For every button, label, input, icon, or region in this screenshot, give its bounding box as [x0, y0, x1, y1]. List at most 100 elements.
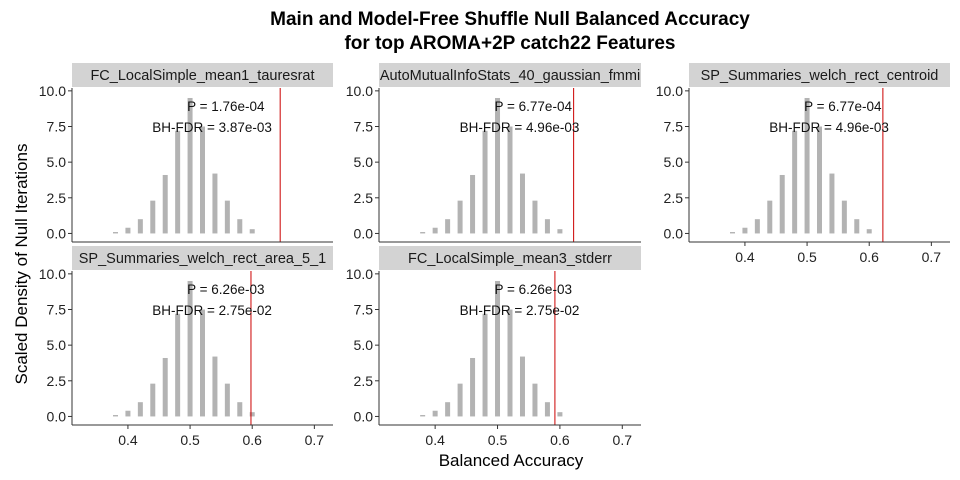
- x-tick-label: 0.4: [735, 249, 755, 265]
- histogram-bar: [730, 232, 735, 234]
- chart-title-line-1: Main and Model-Free Shuffle Null Balance…: [270, 9, 750, 30]
- histogram-bar: [237, 402, 243, 417]
- x-tick-label: 0.7: [613, 432, 633, 445]
- x-tick-label: 0.4: [118, 432, 138, 445]
- x-tick-label: 0.4: [425, 432, 445, 445]
- x-tick-label: 0.5: [797, 249, 817, 265]
- histogram-bar: [829, 173, 835, 234]
- histogram-bar: [162, 357, 168, 417]
- histogram-bar: [445, 402, 451, 417]
- histogram-bar: [532, 200, 538, 234]
- histogram-bar: [432, 227, 438, 234]
- histogram-bar: [200, 309, 205, 417]
- histogram-bar: [212, 173, 218, 234]
- histogram-bar: [470, 357, 476, 417]
- histogram-bar: [519, 173, 525, 234]
- histogram-bar: [187, 280, 193, 417]
- p-value-label: P = 6.77e-04: [804, 99, 882, 114]
- histogram-bar: [125, 227, 131, 234]
- y-tick-label: 0.0: [664, 225, 684, 241]
- y-tick-label: 0.0: [354, 408, 374, 424]
- histogram-bar: [150, 383, 156, 417]
- facet-strip-label: SP_Summaries_welch_rect_area_5_1: [79, 251, 326, 267]
- histogram-bar: [779, 174, 785, 234]
- histogram-bar: [854, 219, 860, 234]
- facet-panel-4: SP_Summaries_welch_rect_area_5_1 P = 6.26…: [39, 246, 333, 445]
- histogram-bar: [495, 97, 501, 234]
- bh-fdr-label: BH-FDR = 2.75e-02: [460, 303, 580, 318]
- x-tick-label: 0.6: [550, 432, 570, 445]
- histogram-bar: [212, 356, 218, 417]
- x-tick-label: 0.7: [922, 249, 942, 265]
- y-tick-label: 2.5: [354, 190, 374, 206]
- histogram-bar: [792, 130, 798, 234]
- histogram-bar: [557, 229, 563, 234]
- x-tick-label: 0.6: [242, 432, 262, 445]
- histogram-bar: [457, 200, 463, 234]
- histogram-bar: [804, 97, 810, 234]
- y-tick-label: 10.0: [346, 83, 373, 99]
- facet-strip: [689, 63, 950, 87]
- facet-strip: [379, 63, 641, 87]
- histogram-bar: [137, 402, 143, 417]
- histogram-bar: [507, 126, 513, 234]
- histogram-bar: [249, 229, 255, 234]
- histogram-bar: [125, 410, 131, 417]
- histogram-bar: [420, 415, 426, 417]
- y-tick-label: 5.0: [354, 154, 374, 170]
- y-tick-label: 10.0: [39, 266, 66, 282]
- y-tick-label: 5.0: [664, 154, 684, 170]
- histogram-bar: [557, 412, 563, 417]
- y-tick-label: 2.5: [47, 373, 67, 389]
- p-value-label: P = 6.26e-03: [187, 282, 264, 297]
- facet-strip: [72, 63, 333, 87]
- histogram-bar: [224, 200, 230, 234]
- histogram-bar: [482, 130, 488, 234]
- facet-strip: [379, 246, 641, 270]
- bh-fdr-label: BH-FDR = 3.87e-03: [152, 120, 272, 135]
- facet-panel-1: FC_LocalSimple_mean1_tauresrat P = 1.76e-…: [39, 63, 333, 243]
- bh-fdr-label: BH-FDR = 4.96e-03: [769, 120, 889, 135]
- y-tick-label: 2.5: [354, 373, 374, 389]
- facet-panel-3: SP_Summaries_welch_rect_centroid P = 6.77…: [656, 63, 950, 265]
- bh-fdr-label: BH-FDR = 2.75e-02: [152, 303, 272, 318]
- facet-strip-label: FC_LocalSimple_mean1_tauresrat: [90, 68, 314, 84]
- histogram-bar: [767, 200, 773, 234]
- histogram-bar: [544, 219, 550, 234]
- y-tick-label: 0.0: [47, 408, 67, 424]
- histogram-bar: [754, 219, 760, 234]
- y-tick-label: 2.5: [47, 190, 67, 206]
- p-value-label: P = 6.77e-04: [495, 99, 573, 114]
- histogram-bar: [544, 402, 550, 417]
- facet-panel-5: FC_LocalSimple_mean3_stderr P = 6.26e-03 B…: [346, 246, 641, 445]
- histogram-bar: [162, 174, 168, 234]
- histogram-bar: [420, 232, 426, 234]
- histogram-bar: [532, 383, 538, 417]
- x-tick-label: 0.6: [859, 249, 879, 265]
- histogram-bar: [470, 174, 476, 234]
- histogram-bar: [445, 219, 451, 234]
- histogram-bar: [742, 227, 748, 234]
- y-tick-label: 7.5: [354, 302, 374, 318]
- y-tick-label: 2.5: [664, 190, 684, 206]
- p-value-label: P = 1.76e-04: [187, 99, 265, 114]
- chart-title: Main and Model-Free Shuffle Null Balance…: [0, 8, 960, 56]
- histogram-bar: [113, 232, 118, 234]
- y-tick-label: 7.5: [354, 119, 374, 135]
- facet-strip-label: FC_LocalSimple_mean3_stderr: [408, 251, 612, 267]
- y-tick-label: 5.0: [47, 337, 67, 353]
- y-tick-label: 0.0: [354, 225, 374, 241]
- x-tick-label: 0.7: [305, 432, 325, 445]
- y-tick-label: 10.0: [346, 266, 373, 282]
- facet-panel-2: AutoMutualInfoStats_40_gaussian_fmmi P = …: [346, 63, 641, 243]
- facet-strip-label: SP_Summaries_welch_rect_centroid: [701, 68, 939, 84]
- x-axis-label: Balanced Accuracy: [438, 451, 584, 470]
- y-axis-label: Scaled Density of Null Iterations: [12, 143, 31, 385]
- y-tick-label: 7.5: [47, 119, 67, 135]
- histogram-bar: [113, 415, 118, 417]
- histogram-bar: [237, 219, 243, 234]
- bh-fdr-label: BH-FDR = 4.96e-03: [460, 120, 580, 135]
- histogram-bar: [495, 280, 501, 417]
- histogram-bar: [137, 219, 143, 234]
- histogram-bar: [482, 313, 488, 417]
